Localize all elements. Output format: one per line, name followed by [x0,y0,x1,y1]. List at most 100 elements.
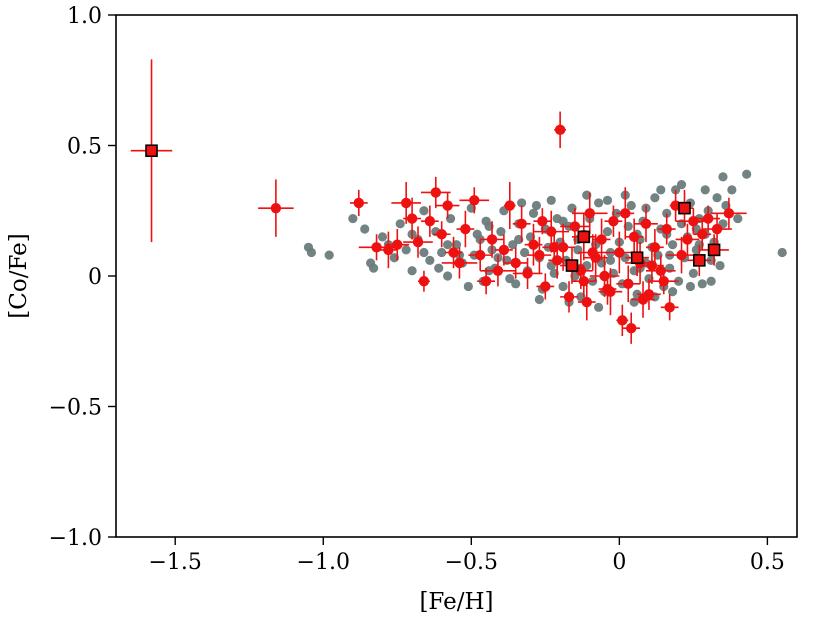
comparison-point [407,266,417,276]
star-point [534,249,545,261]
star-point [702,213,714,224]
star-point [617,315,628,326]
comparison-point [368,263,379,273]
comparison-point [517,198,527,208]
comparison-point [777,247,787,258]
comparison-point [401,245,411,255]
star-point [469,195,480,206]
y-tick-label: 0 [88,265,102,290]
star-point [454,257,465,269]
comparison-point [443,240,453,250]
comparison-point [528,208,539,218]
comparison-point [706,276,716,286]
y-tick-label: 0.5 [67,135,102,160]
comparison-point [673,276,684,286]
comparison-point [377,232,388,242]
comparison-point [434,263,444,273]
star-point [658,276,669,287]
comparison-point [605,255,616,265]
comparison-point [650,193,660,203]
star-point [492,265,504,276]
comparison-point [348,213,358,224]
star-point [614,247,625,258]
x-ticks: −1.5 −1.0 −0.5 0 0.5 [149,537,785,575]
comparison-point [668,287,678,297]
star-point [596,234,607,245]
comparison-point [395,219,405,229]
x-tick-label: 0 [612,550,626,575]
star-point [498,244,510,256]
comparison-point [360,224,370,234]
star-point [628,231,640,243]
x-tick-label: −1.5 [149,550,202,575]
square-point [145,144,158,158]
series-square-errorbar [130,59,729,284]
star-point [474,249,486,261]
x-axis-label: [Fe/H] [419,589,493,615]
star-point [711,223,723,235]
star-point [540,281,551,292]
comparison-point [508,240,518,250]
star-point [537,215,548,227]
x-tick-label: −1.0 [297,550,350,575]
star-point [392,239,403,250]
star-point [549,242,560,253]
comparison-point [656,185,666,195]
comparison-point [727,185,737,195]
star-point [637,294,649,305]
series-circle-errorbar [258,111,747,344]
plot-frame [115,14,798,538]
comparison-point [594,198,604,208]
square-point [707,243,721,257]
data-points [130,59,787,344]
star-point [697,229,708,240]
square-point [692,254,706,267]
comparison-point [733,213,743,224]
comparison-point [531,200,542,211]
y-axis-label: [Co/Fe] [6,233,32,318]
comparison-point [700,185,710,195]
star-point [587,247,598,258]
star-point [430,187,441,198]
star-point [578,276,590,287]
comparison-point [712,193,722,203]
star-point [486,234,498,245]
star-point [563,291,575,303]
star-point [371,242,382,253]
comparison-point [718,172,728,182]
comparison-point [676,180,687,190]
comparison-point [662,208,672,218]
star-point [625,323,637,334]
star-point [646,260,658,271]
star-point [436,229,447,240]
comparison-point [443,271,453,281]
star-point [412,236,424,248]
y-tick-label: −0.5 [49,396,102,421]
comparison-point [688,268,698,278]
star-point [602,283,613,295]
star-point [516,218,527,229]
comparison-point [324,250,334,260]
comparison-point [496,227,506,237]
star-point [676,249,687,261]
comparison-point [602,227,613,237]
comparison-point [437,247,447,258]
star-point [418,276,430,287]
star-point [424,215,436,227]
y-tick-label: 1.0 [67,4,102,29]
comparison-point [558,281,568,292]
y-tick-label: −1.0 [49,526,102,551]
comparison-point [419,206,429,216]
comparison-point [742,169,752,179]
star-point [569,221,581,232]
comparison-point [558,216,568,226]
comparison-point [505,274,515,284]
comparison-point [594,302,604,312]
comparison-point [425,255,435,265]
star-point [688,215,699,227]
comparison-point [419,247,429,258]
star-point [383,244,394,256]
star-point [460,223,471,235]
comparison-point [602,195,613,205]
comparison-point [463,281,473,292]
